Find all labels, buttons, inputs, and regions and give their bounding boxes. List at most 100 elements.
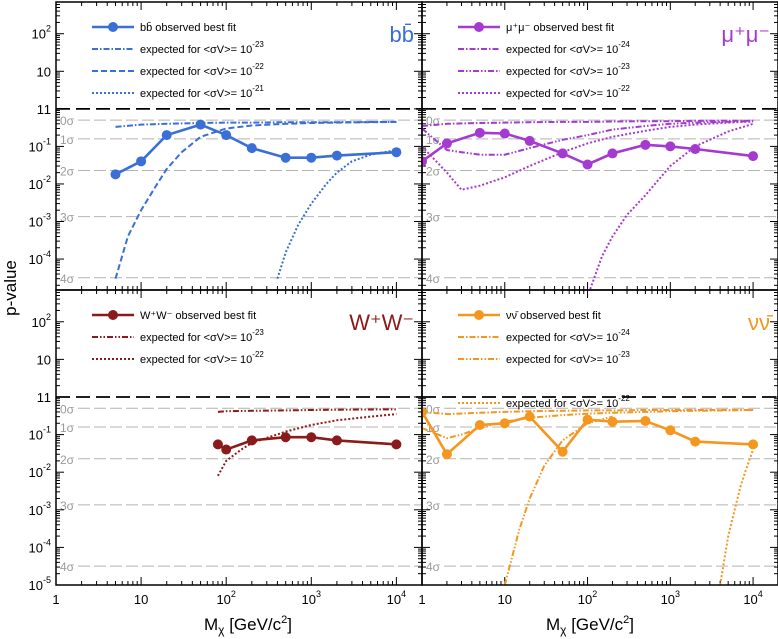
y-tick-label: 102 [32, 24, 51, 42]
channel-label: νν̄ [748, 310, 773, 335]
sigma-label: 4σ [426, 272, 441, 286]
sigma-label: 1σ [60, 133, 75, 147]
series-line-0 [114, 123, 397, 176]
series-line-4 [719, 449, 755, 585]
legend-label: expected for <σV>= 10-22 [506, 394, 630, 410]
data-point [690, 144, 701, 155]
sigma-label: 0σ [60, 402, 75, 416]
x-tick-label: 102 [578, 589, 597, 607]
sigma-label: 4σ [426, 560, 441, 574]
legend-marker [474, 310, 484, 320]
data-point [331, 435, 342, 446]
panel-top-left: 0σ 1σ 2σ 3σ 4σ 10-4 10-3 10-2 10-1 1 10 102 bb̄ obse… [29, 1, 423, 291]
data-point [607, 148, 618, 159]
legend-marker [108, 22, 118, 32]
y-tick-label: 10-3 [29, 212, 51, 230]
legend-label: expected for <σV>= 10-24 [506, 40, 630, 56]
legend-label: expected for <σV>= 10-23 [140, 40, 264, 56]
sigma-label: 2σ [426, 453, 441, 467]
data-point [474, 127, 485, 138]
y-tick-label: 10-4 [29, 537, 51, 555]
data-point [748, 439, 759, 450]
x-tick-label: 10 [498, 592, 512, 607]
x-tick-label: 1 [418, 592, 425, 607]
data-point [499, 128, 510, 139]
data-point [665, 425, 676, 436]
y-tick-label: 1 [44, 102, 51, 117]
x-tick-label: 104 [387, 589, 406, 607]
channel-label: bb̄ [390, 22, 414, 47]
legend-label: expected for <σV>= 10-22 [140, 350, 264, 366]
x-tick-label: 103 [661, 589, 680, 607]
data-point [640, 415, 651, 426]
x-axis-title-left: Mχ [GeV/c2] [204, 614, 292, 637]
x-axis-title-right: Mχ [GeV/c2] [546, 614, 634, 637]
series-group [212, 408, 402, 477]
y-tick-label: 10-2 [29, 174, 51, 192]
sigma-label: 2σ [60, 453, 75, 467]
series-line-1 [422, 119, 754, 127]
data-point [607, 416, 618, 427]
series-line-3 [503, 415, 613, 585]
data-point [391, 147, 402, 158]
data-point [110, 169, 121, 180]
data-point [557, 148, 568, 159]
series-line-2 [422, 120, 754, 156]
sigma-label: 2σ [60, 165, 75, 179]
data-point [524, 411, 535, 422]
x-tick-label: 102 [216, 589, 235, 607]
x-tick-label: 104 [743, 589, 762, 607]
data-point [306, 432, 317, 443]
panel-bottom-left: 0σ 1σ 2σ 3σ 4σ 10-5 10-4 10-3 10-2 10-1 1 10 102 1 10 1… [29, 289, 423, 607]
panel-frame [421, 289, 778, 586]
data-point [221, 444, 232, 455]
data-point [748, 151, 759, 162]
legend-label: expected for <σV>= 10-21 [140, 84, 264, 100]
data-point [246, 435, 257, 446]
data-point [422, 156, 427, 167]
x-tick-label: 10 [134, 592, 148, 607]
data-point [582, 414, 593, 425]
series-line-3 [422, 120, 754, 191]
sigma-label: 1σ [60, 421, 75, 435]
sigma-label: 1σ [426, 133, 441, 147]
legend-label: expected for <σV>= 10-23 [506, 62, 630, 78]
data-point [161, 130, 172, 141]
sigma-label: 0σ [426, 114, 441, 128]
sigma-label: 4σ [60, 272, 75, 286]
data-point [221, 130, 232, 141]
data-point [690, 436, 701, 447]
x-tick-label: 1 [52, 592, 59, 607]
legend-label: expected for <σV>= 10-22 [140, 62, 264, 78]
legend-label: expected for <σV>= 10-22 [506, 84, 630, 100]
y-tick-label: 10-4 [29, 249, 51, 267]
data-point [246, 143, 257, 154]
sigma-label: 3σ [426, 499, 441, 513]
y-tick-label: 10-3 [29, 500, 51, 518]
legend-marker [474, 22, 484, 32]
data-point [306, 152, 317, 163]
legend-label: W⁺W⁻ observed best fit [140, 310, 256, 322]
sigma-label: 3σ [60, 499, 75, 513]
data-point [195, 119, 206, 130]
y-tick-label: 10-5 [29, 575, 51, 593]
legend-label: bb̄ observed best fit [140, 21, 236, 34]
panel-top-right: 0σ 1σ 2σ 3σ 4σ μ⁺μ⁻ observed best fit expected… [421, 1, 778, 291]
channel-label: μ⁺μ⁻ [721, 22, 770, 47]
legend-label: μ⁺μ⁻ observed best fit [506, 22, 614, 34]
series-group [110, 119, 402, 280]
legend-label: νν̄ observed best fit [506, 310, 601, 322]
sigma-label: 3σ [426, 211, 441, 225]
series-group [422, 119, 759, 290]
series-line-3 [276, 149, 397, 280]
legend-marker [108, 310, 118, 320]
y-tick-label: 10-1 [29, 136, 51, 154]
series-line-2 [217, 413, 397, 477]
data-point [280, 152, 291, 163]
legend-label: expected for <σV>= 10-23 [140, 328, 264, 344]
y-tick-label: 10-1 [29, 425, 51, 443]
y-tick-label: 10 [37, 352, 51, 367]
series-group [422, 406, 759, 585]
